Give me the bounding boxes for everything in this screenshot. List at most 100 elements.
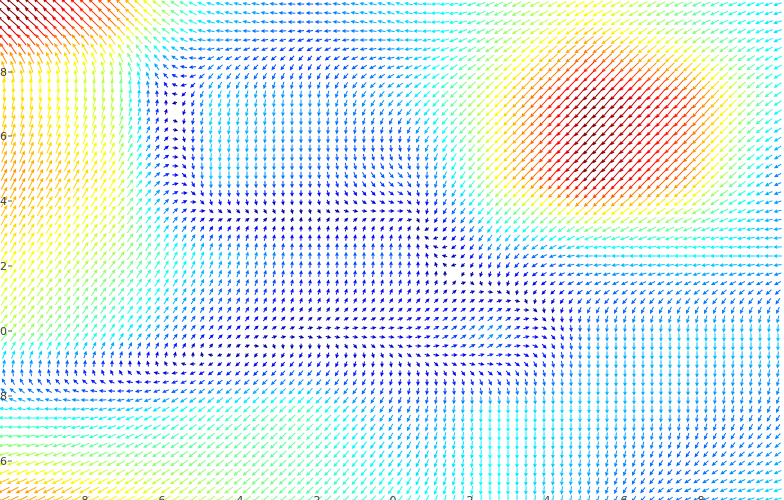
vector-arrow (486, 189, 494, 198)
vector-arrow (478, 325, 485, 331)
vector-arrow (83, 359, 87, 368)
vector-arrow (587, 315, 591, 324)
vector-arrow (551, 423, 555, 433)
vector-arrow (181, 251, 187, 260)
vector-arrow (448, 29, 459, 34)
vector-arrow (556, 27, 567, 35)
vector-arrow (37, 69, 42, 82)
vector-arrow (17, 42, 26, 55)
vector-arrow (556, 178, 567, 190)
vector-arrow (574, 133, 586, 146)
vector-arrow (47, 114, 52, 127)
vector-arrow (45, 305, 53, 315)
vector-arrow (439, 20, 450, 24)
vector-arrow (424, 477, 430, 486)
vector-arrow (416, 261, 420, 268)
vector-arrow (664, 160, 675, 172)
vector-arrow (218, 189, 222, 198)
vector-arrow (46, 123, 52, 136)
vector-arrow (80, 495, 91, 500)
vector-arrow (279, 388, 286, 395)
vector-arrow (773, 263, 782, 267)
vector-arrow (656, 272, 665, 276)
vector-arrow (737, 144, 746, 152)
vector-arrow (361, 423, 367, 432)
vector-arrow (79, 451, 90, 457)
vector-arrow (216, 379, 223, 385)
vector-arrow (27, 214, 35, 226)
vector-arrow (281, 108, 285, 117)
vector-arrow (673, 254, 683, 258)
vector-arrow (38, 350, 43, 359)
vector-arrow (710, 37, 720, 44)
vector-arrow (497, 404, 501, 415)
vector-arrow (70, 425, 81, 430)
vector-arrow (602, 272, 611, 276)
vector-arrow (619, 226, 630, 232)
vector-arrow (484, 1, 495, 7)
vector-arrow (758, 342, 762, 351)
vector-arrow (691, 245, 702, 249)
vector-arrow (308, 343, 312, 350)
vector-arrow (628, 207, 639, 215)
vector-arrow (317, 269, 321, 277)
vector-arrow (574, 18, 585, 26)
vector-arrow (226, 81, 232, 90)
vector-arrow (746, 227, 755, 232)
vector-arrow (197, 432, 206, 440)
vector-arrow (628, 236, 639, 241)
vector-arrow (197, 441, 207, 449)
vector-arrow (764, 181, 773, 187)
vector-arrow (728, 162, 737, 170)
vector-arrow (109, 323, 116, 332)
vector-arrow (736, 236, 746, 241)
vector-arrow (272, 90, 276, 99)
vector-arrow (755, 479, 764, 484)
vector-arrow (578, 378, 582, 387)
vector-arrow (191, 162, 195, 171)
vector-arrow (682, 54, 693, 63)
vector-arrow (425, 414, 429, 423)
vector-arrow (27, 268, 35, 279)
vector-arrow (578, 468, 582, 477)
vector-arrow (773, 91, 782, 97)
vector-arrow (63, 187, 71, 199)
vector-arrow (182, 342, 186, 349)
vector-arrow (395, 19, 404, 24)
vector-arrow (74, 105, 79, 118)
vector-arrow (578, 315, 582, 324)
vector-arrow (251, 432, 260, 440)
vector-arrow (254, 99, 258, 108)
vector-arrow (578, 396, 582, 405)
vector-arrow (97, 7, 108, 18)
vector-arrow (115, 460, 126, 466)
vector-arrow (655, 151, 666, 163)
vector-arrow (412, 11, 422, 15)
vector-arrow (682, 179, 693, 189)
vector-arrow (692, 80, 702, 91)
vector-arrow (235, 370, 241, 376)
vector-arrow (280, 64, 286, 71)
vector-arrow (575, 263, 584, 267)
vector-arrow (719, 45, 729, 53)
vector-arrow (125, 424, 135, 430)
vector-arrow (137, 107, 142, 116)
vector-arrow (136, 287, 143, 296)
vector-arrow (97, 469, 108, 475)
vector-arrow (658, 496, 664, 500)
vector-arrow (278, 459, 287, 467)
vector-arrow (701, 36, 711, 44)
vector-arrow (279, 396, 287, 404)
vector-arrow (731, 405, 735, 414)
vector-arrow (1, 60, 7, 73)
vector-arrow (649, 459, 654, 467)
vector-arrow (556, 0, 567, 8)
vector-arrow (47, 350, 52, 359)
vector-arrow (215, 10, 224, 15)
vector-arrow (24, 478, 37, 484)
vector-arrow (406, 468, 412, 477)
vector-arrow (710, 28, 720, 34)
vector-arrow (521, 207, 530, 216)
vector-arrow (272, 126, 276, 135)
vector-arrow (216, 397, 224, 404)
